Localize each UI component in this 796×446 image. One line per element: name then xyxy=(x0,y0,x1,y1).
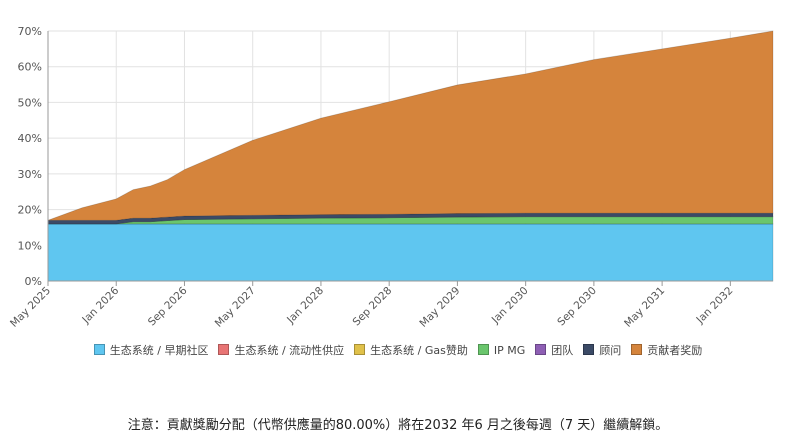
legend-label: 生态系统 / 早期社区 xyxy=(109,344,209,357)
legend-label: IP MG xyxy=(493,343,526,357)
legend-label: 团队 xyxy=(551,344,574,357)
area-生态系统 / 早期社区 xyxy=(47,223,774,282)
legend-label: 生态系统 / 流动性供应 xyxy=(234,344,345,357)
legend-item[interactable]: 生态系统 / 流动性供应 xyxy=(218,342,344,358)
x-tick-label: Sep 2030 xyxy=(555,285,599,329)
legend-swatch xyxy=(218,344,230,355)
legend: 生态系统 / 早期社区 生态系统 / 流动性供应 生态系统 / Gas赞助 IP MG… xyxy=(0,342,796,358)
y-tick-label: 60% xyxy=(18,61,42,74)
legend-item[interactable]: 生态系统 / 早期社区 xyxy=(93,342,209,358)
y-tick-label: 20% xyxy=(18,204,42,217)
legend-item[interactable]: 生态系统 / Gas赞助 xyxy=(354,342,468,358)
x-tick-label: Jan 2028 xyxy=(284,285,326,327)
legend-swatch xyxy=(535,344,547,355)
unlock-schedule-chart: 0% 10% 20% 30% 40% 50% 60% 70% May 2025 Jan 2026 S… xyxy=(8,25,774,330)
footnote: 注意：貢獻獎勵分配（代幣供應量的80.00%）將在2032 年6 月之後每週（7… xyxy=(127,418,669,433)
legend-swatch xyxy=(354,344,366,355)
legend-label: 生态系统 / Gas赞助 xyxy=(370,344,468,357)
x-tick-label: May 2027 xyxy=(213,285,258,330)
legend-item[interactable]: IP MG xyxy=(477,343,526,357)
legend-swatch xyxy=(477,343,489,355)
x-tick-label: Jan 2032 xyxy=(694,285,736,327)
x-tick-label: Jan 2030 xyxy=(489,285,531,327)
y-tick-label: 40% xyxy=(18,132,42,145)
legend-label: 顾问 xyxy=(599,344,622,357)
legend-swatch xyxy=(631,344,643,355)
legend-item[interactable]: 贡献者奖励 xyxy=(631,342,702,358)
area-贡献者奖励 xyxy=(47,30,774,221)
x-tick-label: May 2031 xyxy=(622,285,667,330)
legend-swatch xyxy=(93,344,105,355)
y-tick-label: 0% xyxy=(25,275,42,288)
y-tick-label: 50% xyxy=(18,96,42,109)
legend-item[interactable]: 顾问 xyxy=(583,342,621,358)
stacked-areas xyxy=(47,30,774,282)
y-tick-label: 30% xyxy=(18,168,42,181)
area-团队 xyxy=(48,216,773,225)
x-tick-label: Sep 2028 xyxy=(351,285,395,329)
y-tick-label: 70% xyxy=(18,25,42,38)
x-tick-label: Sep 2026 xyxy=(146,284,190,328)
x-tick-label: May 2025 xyxy=(8,285,53,330)
area-IP MG xyxy=(48,216,774,225)
legend-swatch xyxy=(583,344,595,355)
legend-item[interactable]: 团队 xyxy=(535,342,573,358)
x-tick-label: Jan 2026 xyxy=(79,284,121,326)
y-tick-label: 10% xyxy=(18,239,42,252)
legend-label: 贡献者奖励 xyxy=(647,344,703,357)
x-tick-label: May 2029 xyxy=(417,285,462,330)
